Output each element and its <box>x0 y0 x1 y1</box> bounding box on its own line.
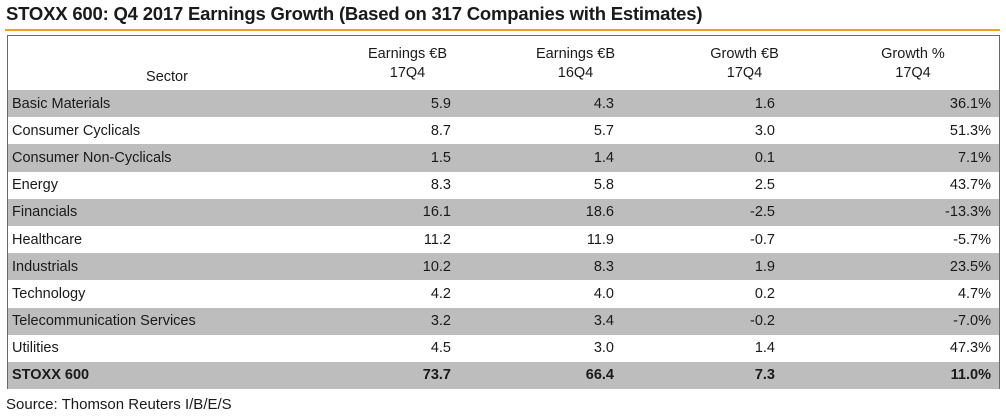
cell-growth-pct: 47.3% <box>949 340 991 357</box>
cell-earnings-16q4: 18.6 <box>489 198 662 226</box>
chart-title: STOXX 600: Q4 2017 Earnings Growth (Base… <box>6 3 703 24</box>
table-row: Industrials 10.2 8.3 1.9 23.5% <box>8 253 999 281</box>
cell-sector: Industrials <box>8 253 326 281</box>
header-growth-eur: Growth €B 17Q4 <box>710 46 779 81</box>
cell-earnings-17q4: 4.2 <box>430 285 451 302</box>
cell-earnings-16q4: 66.4 <box>489 361 662 390</box>
cell-growth-eur: 7.3 <box>662 361 827 390</box>
cell-earnings-17q4: 10.2 <box>326 253 489 281</box>
cell-earnings-16q4: 3.0 <box>593 340 614 357</box>
header-row: Sector Earnings €B 17Q4 Earnings €B 16Q4… <box>8 36 999 90</box>
cell-sector: Technology <box>12 285 86 302</box>
cell-earnings-17q4: 5.9 <box>326 90 489 118</box>
cell-earnings-17q4: 4.5 <box>430 340 451 357</box>
earnings-table: Sector Earnings €B 17Q4 Earnings €B 16Q4… <box>8 36 999 390</box>
cell-earnings-17q4: 73.7 <box>326 361 489 390</box>
cell-earnings-16q4: 8.3 <box>489 253 662 281</box>
title-underline <box>5 29 1000 31</box>
cell-growth-eur: 0.1 <box>662 144 827 172</box>
cell-sector: Utilities <box>12 340 59 357</box>
total-row: STOXX 600 73.7 66.4 7.3 11.0% <box>8 361 999 390</box>
header-growth-pct: Growth % 17Q4 <box>881 46 945 81</box>
table-row: Basic Materials 5.9 4.3 1.6 36.1% <box>8 90 999 118</box>
cell-growth-eur: 1.9 <box>662 253 827 281</box>
header-earnings-16q4: Earnings €B 16Q4 <box>536 46 615 81</box>
cell-earnings-17q4: 8.7 <box>430 122 451 139</box>
table-row: Financials 16.1 18.6 -2.5 -13.3% <box>8 198 999 226</box>
cell-growth-pct: -5.7% <box>953 231 991 248</box>
cell-growth-eur: 3.0 <box>754 122 775 139</box>
table-row: Telecommunication Services 3.2 3.4 -0.2 … <box>8 307 999 335</box>
table-row: Energy 8.3 5.8 2.5 43.7% <box>8 172 999 199</box>
cell-growth-pct: 43.7% <box>949 177 991 194</box>
cell-growth-eur: 2.5 <box>754 177 775 194</box>
cell-growth-eur: 1.4 <box>754 340 775 357</box>
table-row: Healthcare 11.2 11.9 -0.7 -5.7% <box>8 226 999 253</box>
cell-growth-pct: 36.1% <box>827 90 999 118</box>
cell-growth-pct: 23.5% <box>827 253 999 281</box>
cell-earnings-17q4: 1.5 <box>326 144 489 172</box>
cell-growth-pct: -7.0% <box>827 307 999 335</box>
cell-sector: STOXX 600 <box>8 361 326 390</box>
cell-earnings-17q4: 16.1 <box>326 198 489 226</box>
table-row: Consumer Cyclicals 8.7 5.7 3.0 51.3% <box>8 117 999 144</box>
cell-sector: Consumer Cyclicals <box>12 122 141 139</box>
cell-earnings-16q4: 5.7 <box>593 122 614 139</box>
cell-sector: Energy <box>12 177 58 194</box>
cell-sector: Healthcare <box>12 231 83 248</box>
cell-growth-pct: 51.3% <box>949 122 991 139</box>
cell-sector: Basic Materials <box>8 90 326 118</box>
cell-growth-eur: 1.6 <box>662 90 827 118</box>
cell-growth-eur: -0.7 <box>750 231 775 248</box>
cell-earnings-17q4: 8.3 <box>430 177 451 194</box>
cell-earnings-16q4: 5.8 <box>593 177 614 194</box>
header-sector: Sector <box>146 69 188 85</box>
cell-earnings-16q4: 4.0 <box>593 285 614 302</box>
cell-growth-pct: 11.0% <box>827 361 999 390</box>
cell-earnings-17q4: 11.2 <box>423 231 451 248</box>
cell-sector: Telecommunication Services <box>8 307 326 335</box>
cell-earnings-16q4: 4.3 <box>489 90 662 118</box>
source-note: Source: Thomson Reuters I/B/E/S <box>6 396 232 413</box>
header-earnings-17q4: Earnings €B 17Q4 <box>368 46 447 81</box>
cell-growth-eur: -0.2 <box>662 307 827 335</box>
cell-growth-eur: -2.5 <box>662 198 827 226</box>
table-row: Technology 4.2 4.0 0.2 4.7% <box>8 280 999 307</box>
cell-growth-pct: -13.3% <box>827 198 999 226</box>
table-row: Consumer Non-Cyclicals 1.5 1.4 0.1 7.1% <box>8 144 999 172</box>
cell-growth-eur: 0.2 <box>754 285 775 302</box>
cell-earnings-17q4: 3.2 <box>326 307 489 335</box>
cell-earnings-16q4: 11.9 <box>586 231 614 248</box>
table-row: Utilities 4.5 3.0 1.4 47.3% <box>8 335 999 362</box>
cell-growth-pct: 7.1% <box>827 144 999 172</box>
cell-sector: Financials <box>8 198 326 226</box>
cell-earnings-16q4: 3.4 <box>489 307 662 335</box>
cell-sector: Consumer Non-Cyclicals <box>8 144 326 172</box>
cell-growth-pct: 4.7% <box>957 285 991 302</box>
cell-earnings-16q4: 1.4 <box>489 144 662 172</box>
